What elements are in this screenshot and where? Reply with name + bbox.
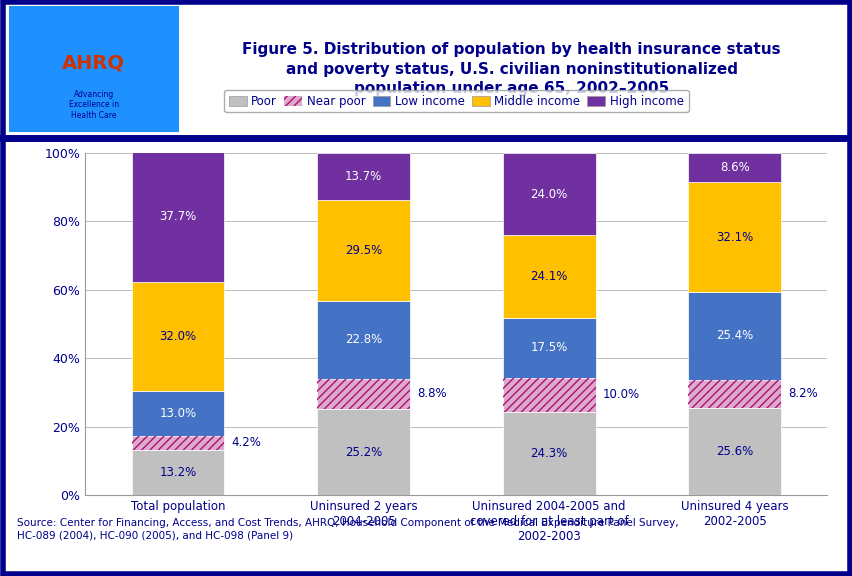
Text: 13.0%: 13.0% [159, 407, 197, 420]
Bar [317, 200, 410, 301]
Text: 24.0%: 24.0% [530, 188, 567, 200]
Text: 22.8%: 22.8% [344, 334, 382, 346]
Text: Advancing
Excellence in
Health Care: Advancing Excellence in Health Care [69, 90, 118, 119]
Legend: Poor, Near poor, Low income, Middle income, High income: Poor, Near poor, Low income, Middle inco… [224, 90, 688, 112]
Text: 25.6%: 25.6% [715, 445, 752, 458]
Bar [502, 378, 595, 412]
Bar [688, 380, 780, 408]
Bar [317, 379, 410, 409]
Text: 8.6%: 8.6% [719, 161, 749, 174]
Bar [131, 435, 224, 450]
Text: 8.2%: 8.2% [787, 387, 817, 400]
Bar [131, 435, 224, 450]
Bar [317, 301, 410, 379]
Text: 32.0%: 32.0% [159, 330, 197, 343]
Text: 24.1%: 24.1% [530, 270, 567, 283]
Bar [688, 183, 780, 293]
Bar [502, 235, 595, 318]
Text: Figure 5. Distribution of population by health insurance status
and poverty stat: Figure 5. Distribution of population by … [242, 42, 780, 96]
Text: 37.7%: 37.7% [159, 210, 197, 223]
Bar [688, 153, 780, 183]
Bar [131, 450, 224, 495]
Text: 4.2%: 4.2% [232, 437, 262, 449]
Bar [688, 408, 780, 495]
Bar [131, 282, 224, 391]
Text: AHRQ: AHRQ [62, 54, 125, 72]
Text: 24.3%: 24.3% [530, 447, 567, 460]
Text: 10.0%: 10.0% [602, 388, 639, 401]
Bar [502, 412, 595, 495]
Text: 13.7%: 13.7% [344, 169, 382, 183]
Text: 13.2%: 13.2% [159, 466, 197, 479]
Bar [688, 380, 780, 408]
Text: 8.8%: 8.8% [417, 388, 446, 400]
Bar [502, 378, 595, 412]
Text: Source: Center for Financing, Access, and Cost Trends, AHRQ, Household Component: Source: Center for Financing, Access, an… [17, 518, 677, 540]
Bar [317, 409, 410, 495]
Text: 32.1%: 32.1% [715, 231, 752, 244]
Text: 25.2%: 25.2% [344, 446, 382, 458]
Bar [317, 379, 410, 409]
Bar [131, 152, 224, 282]
Bar [688, 293, 780, 380]
Text: 29.5%: 29.5% [344, 244, 382, 257]
Bar [502, 318, 595, 378]
Bar [317, 153, 410, 200]
Text: 17.5%: 17.5% [530, 342, 567, 354]
Bar [502, 153, 595, 235]
Bar [131, 391, 224, 435]
Text: 25.4%: 25.4% [715, 329, 752, 343]
